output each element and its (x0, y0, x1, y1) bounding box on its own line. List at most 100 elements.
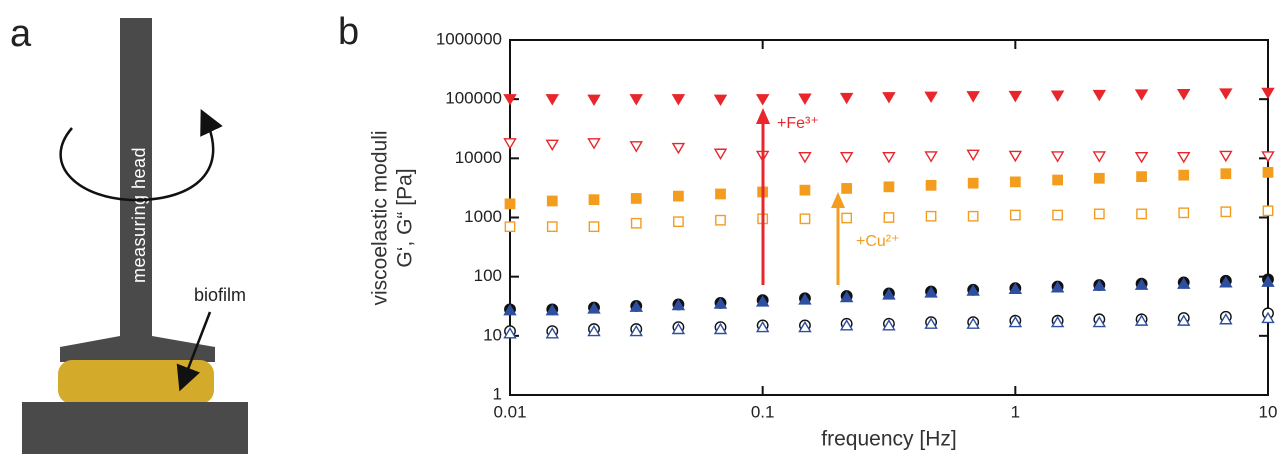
data-point (883, 181, 895, 193)
base-plate (22, 402, 248, 454)
data-point (715, 214, 726, 226)
data-point (713, 148, 728, 160)
data-point (798, 293, 812, 305)
data-point (755, 295, 770, 307)
data-point (967, 177, 979, 189)
data-point (966, 149, 980, 162)
y-tick-label: 10 (483, 325, 502, 344)
panel-label: a (10, 13, 32, 55)
data-point (546, 195, 558, 207)
data-point (1220, 168, 1232, 180)
data-point (1093, 208, 1105, 220)
data-point (1092, 151, 1107, 163)
data-point (1009, 176, 1021, 188)
data-point (673, 190, 684, 202)
data-point (1092, 279, 1107, 291)
data-point (1219, 313, 1233, 325)
data-point (1136, 208, 1147, 220)
data-point (1052, 209, 1063, 221)
x-tick-label: 0.01 (493, 402, 526, 421)
data-point (1220, 206, 1232, 218)
data-point (1092, 89, 1107, 102)
y-tick-label: 100 (474, 266, 502, 285)
rotation-arrow (59, 108, 223, 202)
data-point (966, 284, 980, 296)
data-point (1134, 151, 1149, 164)
data-point (671, 322, 686, 335)
y-tick-label: 10000 (455, 148, 502, 167)
y-axis-label: viscoelastic moduli (369, 130, 392, 305)
annotation: +Cu²⁺ (856, 233, 900, 250)
data-point (839, 92, 854, 105)
data-point (504, 198, 516, 210)
data-point (1262, 166, 1274, 178)
data-point (1178, 169, 1190, 181)
data-point (587, 324, 601, 337)
annotation: +Fe³⁺ (777, 115, 819, 132)
data-point (755, 320, 770, 333)
data-point (1177, 151, 1191, 164)
x-axis-label: frequency [Hz] (821, 428, 956, 451)
data-point (1134, 314, 1149, 326)
data-point (755, 94, 770, 106)
data-point (713, 322, 728, 335)
data-point (1177, 314, 1191, 326)
data-point (1052, 174, 1063, 186)
data-point (1008, 90, 1023, 103)
data-point (1261, 275, 1275, 287)
y-axis-label: G‘, G“ [Pa] (394, 168, 417, 267)
biofilm (58, 360, 214, 404)
y-tick-label: 1 (493, 384, 502, 403)
data-point (545, 94, 559, 106)
head-label: measuring head (129, 147, 149, 283)
data-point (924, 286, 938, 298)
data-point (630, 193, 642, 204)
x-tick-label: 0.1 (751, 402, 775, 421)
data-point (882, 319, 896, 331)
data-point (1177, 277, 1191, 289)
data-point (673, 216, 684, 228)
data-point (966, 317, 980, 329)
measuring-head-plate (60, 336, 215, 362)
data-point (925, 179, 937, 191)
data-point (798, 93, 812, 105)
data-point (967, 210, 979, 222)
data-point (882, 92, 896, 104)
data-point (1219, 276, 1233, 288)
data-point (504, 221, 516, 233)
data-point (545, 327, 559, 339)
data-point (629, 324, 643, 337)
data-point (1050, 90, 1065, 102)
data-point (1009, 209, 1021, 221)
shaft (120, 18, 152, 338)
data-point (1092, 315, 1107, 328)
data-point (1261, 311, 1275, 324)
data-point (966, 91, 980, 103)
data-point (1261, 151, 1275, 163)
data-point (1178, 207, 1190, 219)
data-point (713, 94, 728, 107)
data-point (671, 94, 686, 106)
panel-label: b (338, 11, 359, 53)
data-point (799, 184, 811, 196)
data-point (925, 210, 937, 222)
data-point (1050, 281, 1065, 293)
data-point (924, 151, 938, 163)
data-point (882, 288, 896, 300)
data-point (588, 221, 600, 233)
data-point (883, 212, 895, 223)
data-point (671, 298, 686, 311)
data-point (1093, 172, 1105, 184)
biofilm-label: biofilm (194, 285, 246, 305)
data-point (1008, 282, 1023, 295)
data-point (1262, 205, 1274, 217)
data-point (503, 138, 517, 150)
biofilm-arrow (176, 311, 212, 392)
x-tick-label: 10 (1259, 402, 1277, 421)
data-point (799, 213, 811, 225)
data-point (629, 94, 643, 106)
data-point (545, 303, 559, 316)
x-tick-label: 1 (1011, 402, 1020, 421)
data-point (839, 151, 854, 164)
